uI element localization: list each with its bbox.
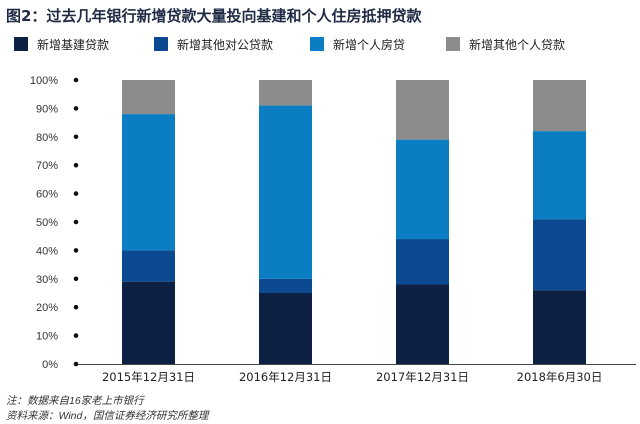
bar-segment [533, 219, 586, 291]
x-tick-label: 2018年6月30日 [517, 370, 603, 384]
y-tick-label: 30% [36, 274, 58, 286]
legend-swatch [310, 37, 324, 51]
bar-segment [259, 293, 312, 364]
y-tick-label: 90% [36, 103, 58, 115]
legend-label: 新增个人房贷 [333, 37, 406, 52]
y-tick-label: 50% [36, 217, 58, 229]
y-tick-label: 100% [30, 75, 58, 87]
bar-segment [122, 281, 175, 364]
y-tick-dot [73, 219, 79, 225]
legend-item-other-personal: 新增其他个人贷款 [446, 35, 565, 53]
legend-swatch [14, 37, 28, 51]
y-tick-label: 80% [36, 132, 58, 144]
data-note: 注：数据来自16家老上市银行 [6, 395, 144, 407]
y-tick-dot [73, 304, 79, 310]
y-tick-label: 0% [42, 359, 58, 371]
bar-segment [396, 239, 449, 285]
bar-segment [533, 131, 586, 220]
y-tick-label: 40% [36, 245, 58, 257]
bar-segment [259, 105, 312, 279]
legend-item-mortgage: 新增个人房贷 [310, 35, 405, 53]
y-tick-dot [73, 248, 79, 253]
bar-segment [396, 284, 449, 364]
bar-segment [122, 114, 175, 251]
legend: 新增基建贷款 新增其他对公贷款 新增个人房贷 新增其他个人贷款 [14, 35, 634, 55]
y-tick-label: 70% [36, 160, 58, 172]
legend-swatch [446, 37, 460, 51]
y-tick-label: 10% [36, 331, 58, 343]
y-tick-dot [73, 333, 79, 338]
y-tick-dot [73, 162, 79, 168]
bar-segment [396, 139, 449, 240]
y-tick-dot [73, 361, 79, 367]
legend-swatch [154, 37, 168, 51]
bar-segment [533, 80, 586, 132]
x-tick-label: 2017年12月31日 [376, 370, 469, 384]
bar-segment [122, 80, 175, 115]
bar-segment [396, 80, 449, 140]
bar-segment [122, 250, 175, 282]
legend-item-infrastructure: 新增基建贷款 [14, 35, 109, 53]
legend-label: 新增其他对公贷款 [177, 37, 274, 52]
y-tick-dot [73, 134, 79, 140]
bar-segment [533, 290, 586, 364]
y-tick-label: 20% [36, 302, 58, 314]
bar-segment [259, 80, 312, 106]
y-tick-dot [73, 276, 79, 282]
y-tick-label: 60% [36, 189, 58, 201]
source-note: 资料来源：Wind，国信证券经济研究所整理 [6, 410, 209, 422]
x-tick-label: 2016年12月31日 [239, 370, 332, 384]
y-tick-dot [73, 191, 79, 196]
chart-title: 图2：过去几年银行新增贷款大量投向基建和个人住房抵押贷款 [6, 7, 422, 25]
legend-item-other-corporate: 新增其他对公贷款 [154, 35, 273, 53]
y-tick-dot [73, 106, 79, 111]
legend-label: 新增其他个人贷款 [469, 37, 566, 52]
legend-label: 新增基建贷款 [37, 37, 110, 52]
x-tick-label: 2015年12月31日 [102, 370, 195, 384]
y-tick-dot [73, 77, 79, 83]
bar-segment [259, 278, 312, 293]
